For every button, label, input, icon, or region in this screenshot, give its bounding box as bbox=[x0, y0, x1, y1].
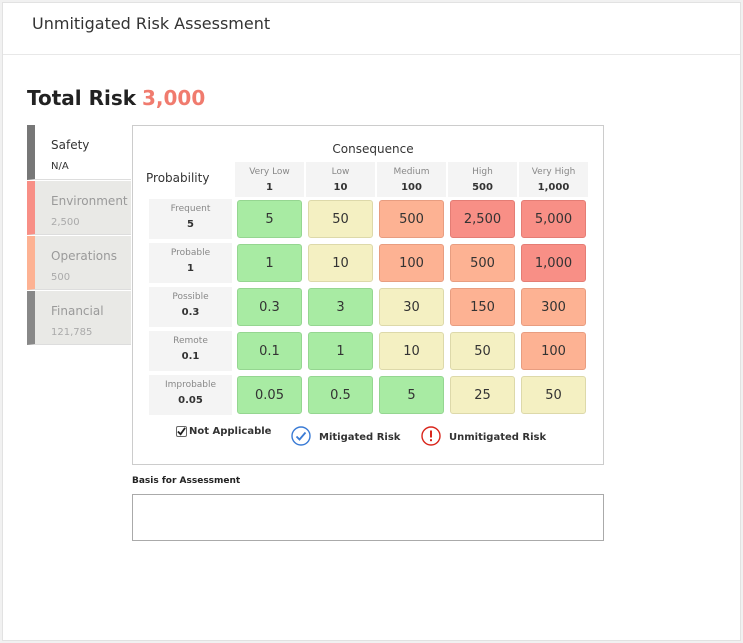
row-value: 0.1 bbox=[181, 351, 200, 362]
column-value: 1,000 bbox=[537, 182, 570, 193]
legend-mitigated: Mitigated Risk bbox=[291, 426, 400, 449]
tab-financial[interactable]: Financial 121,785 bbox=[27, 291, 131, 345]
matrix-cell[interactable]: 5,000 bbox=[521, 200, 586, 238]
column-label: High bbox=[472, 167, 493, 177]
row-value: 0.05 bbox=[178, 395, 203, 406]
probability-title: Probability bbox=[146, 171, 210, 185]
tab-value: 121,785 bbox=[51, 327, 93, 338]
column-label: Medium bbox=[393, 167, 430, 177]
column-value: 500 bbox=[472, 182, 493, 193]
tab-value: 500 bbox=[51, 272, 71, 283]
checkbox-icon[interactable] bbox=[176, 426, 187, 437]
matrix-cell[interactable]: 50 bbox=[450, 332, 515, 370]
risk-matrix: Very Low 1 Low 10 Medium 100 High 500 Very High 1… bbox=[147, 162, 593, 422]
total-risk-label: Total Risk bbox=[27, 86, 137, 110]
matrix-cell[interactable]: 1 bbox=[308, 332, 373, 370]
row-label: Frequent bbox=[170, 204, 211, 214]
row-value: 5 bbox=[187, 219, 194, 230]
row-label: Improbable bbox=[164, 380, 217, 390]
matrix-cell[interactable]: 300 bbox=[521, 288, 586, 326]
unmitigated-label: Unmitigated Risk bbox=[449, 432, 547, 443]
column-header: Low 10 bbox=[306, 162, 375, 197]
tab-value: 2,500 bbox=[51, 217, 80, 228]
legend-unmitigated: Unmitigated Risk bbox=[421, 426, 546, 449]
row-label: Possible bbox=[172, 292, 209, 302]
basis-label: Basis for Assessment bbox=[132, 476, 241, 486]
column-header: Very Low 1 bbox=[235, 162, 304, 197]
matrix-cell[interactable]: 2,500 bbox=[450, 200, 515, 238]
column-label: Very Low bbox=[249, 167, 290, 177]
row-header: Probable 1 bbox=[149, 243, 232, 283]
matrix-cell[interactable]: 5 bbox=[379, 376, 444, 414]
matrix-cell[interactable]: 0.05 bbox=[237, 376, 302, 414]
column-header: Medium 100 bbox=[377, 162, 446, 197]
total-risk-value: 3,000 bbox=[142, 86, 206, 110]
row-header: Improbable 0.05 bbox=[149, 375, 232, 415]
matrix-cell[interactable]: 150 bbox=[450, 288, 515, 326]
row-value: 1 bbox=[187, 263, 194, 274]
matrix-cell[interactable]: 50 bbox=[308, 200, 373, 238]
matrix-cell[interactable]: 1,000 bbox=[521, 244, 586, 282]
row-header: Frequent 5 bbox=[149, 199, 232, 239]
matrix-cell[interactable]: 500 bbox=[450, 244, 515, 282]
tab-environment[interactable]: Environment 2,500 bbox=[27, 181, 131, 235]
matrix-cell[interactable]: 30 bbox=[379, 288, 444, 326]
column-header: Very High 1,000 bbox=[519, 162, 588, 197]
column-value: 1 bbox=[266, 182, 273, 193]
tab-label: Operations bbox=[51, 249, 117, 263]
matrix-cell[interactable]: 50 bbox=[521, 376, 586, 414]
legend: Not Applicable Mitigated Risk bbox=[133, 426, 603, 446]
tab-safety[interactable]: Safety N/A bbox=[27, 125, 131, 180]
column-value: 10 bbox=[333, 182, 348, 193]
tab-label: Safety bbox=[51, 138, 90, 152]
consequence-title: Consequence bbox=[332, 142, 414, 156]
column-label: Very High bbox=[531, 167, 576, 177]
column-label: Low bbox=[331, 167, 350, 177]
matrix-cell[interactable]: 10 bbox=[308, 244, 373, 282]
column-header: High 500 bbox=[448, 162, 517, 197]
matrix-cell[interactable]: 500 bbox=[379, 200, 444, 238]
legend-not-applicable[interactable]: Not Applicable bbox=[176, 426, 271, 437]
check-circle-icon bbox=[291, 426, 311, 449]
row-header: Possible 0.3 bbox=[149, 287, 232, 327]
tab-value: N/A bbox=[51, 161, 69, 172]
header: Unmitigated Risk Assessment bbox=[3, 3, 740, 55]
matrix-cell[interactable]: 5 bbox=[237, 200, 302, 238]
row-header: Remote 0.1 bbox=[149, 331, 232, 371]
not-applicable-label: Not Applicable bbox=[189, 426, 272, 437]
mitigated-label: Mitigated Risk bbox=[319, 432, 401, 443]
risk-matrix-panel: Consequence Probability Very Low 1 Low 10 Me… bbox=[132, 125, 604, 465]
tab-label: Environment bbox=[51, 194, 128, 208]
row-label: Probable bbox=[170, 248, 211, 258]
tab-operations[interactable]: Operations 500 bbox=[27, 236, 131, 290]
row-value: 0.3 bbox=[181, 307, 200, 318]
matrix-cell[interactable]: 100 bbox=[521, 332, 586, 370]
column-value: 100 bbox=[401, 182, 422, 193]
tab-label: Financial bbox=[51, 304, 104, 318]
page-title: Unmitigated Risk Assessment bbox=[32, 14, 271, 33]
matrix-cell[interactable]: 3 bbox=[308, 288, 373, 326]
matrix-cell[interactable]: 25 bbox=[450, 376, 515, 414]
matrix-cell[interactable]: 1 bbox=[237, 244, 302, 282]
category-tabs: Safety N/A Environment 2,500 Operations … bbox=[27, 125, 131, 346]
row-label: Remote bbox=[173, 336, 208, 346]
matrix-cell[interactable]: 10 bbox=[379, 332, 444, 370]
matrix-cell[interactable]: 100 bbox=[379, 244, 444, 282]
matrix-cell[interactable]: 0.5 bbox=[308, 376, 373, 414]
matrix-cell[interactable]: 0.1 bbox=[237, 332, 302, 370]
basis-for-assessment-input[interactable] bbox=[132, 494, 604, 541]
exclamation-circle-icon bbox=[421, 426, 441, 449]
matrix-cell[interactable]: 0.3 bbox=[237, 288, 302, 326]
